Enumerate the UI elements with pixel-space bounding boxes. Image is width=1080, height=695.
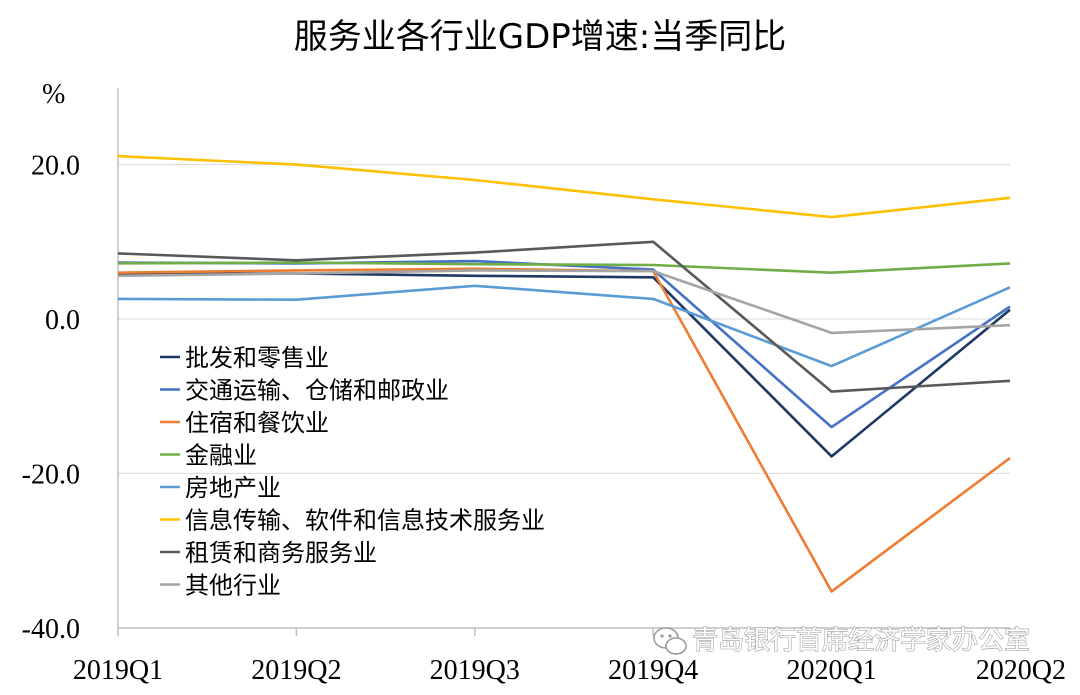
y-tick-label: -20.0 xyxy=(22,459,80,490)
y-tick-label: 20.0 xyxy=(31,151,80,182)
wechat-icon xyxy=(653,627,687,655)
legend-label: 金融业 xyxy=(185,442,257,470)
gridlines xyxy=(118,164,1010,474)
legend-label: 房地产业 xyxy=(185,474,281,502)
y-tick-label: -40.0 xyxy=(22,614,80,645)
x-tick-label: 2020Q1 xyxy=(786,655,876,686)
series-line xyxy=(117,261,1011,275)
x-tick-label: 2019Q2 xyxy=(251,655,341,686)
watermark: 青岛银行首席经济学家办公室 xyxy=(653,625,1031,657)
legend-label: 批发和零售业 xyxy=(185,344,329,372)
series-line xyxy=(117,269,1011,335)
chart-title: 服务业各行业GDP增速:当季同比 xyxy=(294,17,787,57)
x-tick-label: 2019Q4 xyxy=(608,655,698,686)
axes: 20.0 0.0 -20.0 -40.0 2019Q1 2019Q2 2019Q3 2019Q… xyxy=(22,88,1066,686)
series-line xyxy=(117,240,1011,393)
series-line xyxy=(117,284,1011,368)
series-line xyxy=(117,154,1011,219)
x-tick-label: 2019Q1 xyxy=(73,655,163,686)
legend-label: 住宿和餐饮业 xyxy=(185,409,329,437)
series-lines xyxy=(117,154,1011,593)
legend-label: 信息传输、软件和信息技术服务业 xyxy=(185,507,545,535)
x-tick-label: 2019Q3 xyxy=(430,655,520,686)
y-tick-label: 0.0 xyxy=(45,305,80,336)
watermark-text: 青岛银行首席经济学家办公室 xyxy=(692,626,1030,656)
legend-label: 租赁和商务服务业 xyxy=(185,539,377,567)
x-tick-label: 2020Q2 xyxy=(976,655,1066,686)
legend-label: 交通运输、仓储和邮政业 xyxy=(185,377,449,405)
legend-label: 其他行业 xyxy=(185,572,281,600)
y-axis-label: % xyxy=(42,79,65,110)
legend: 批发和零售业交通运输、仓储和邮政业住宿和餐饮业金融业房地产业信息传输、软件和信息… xyxy=(160,344,545,600)
